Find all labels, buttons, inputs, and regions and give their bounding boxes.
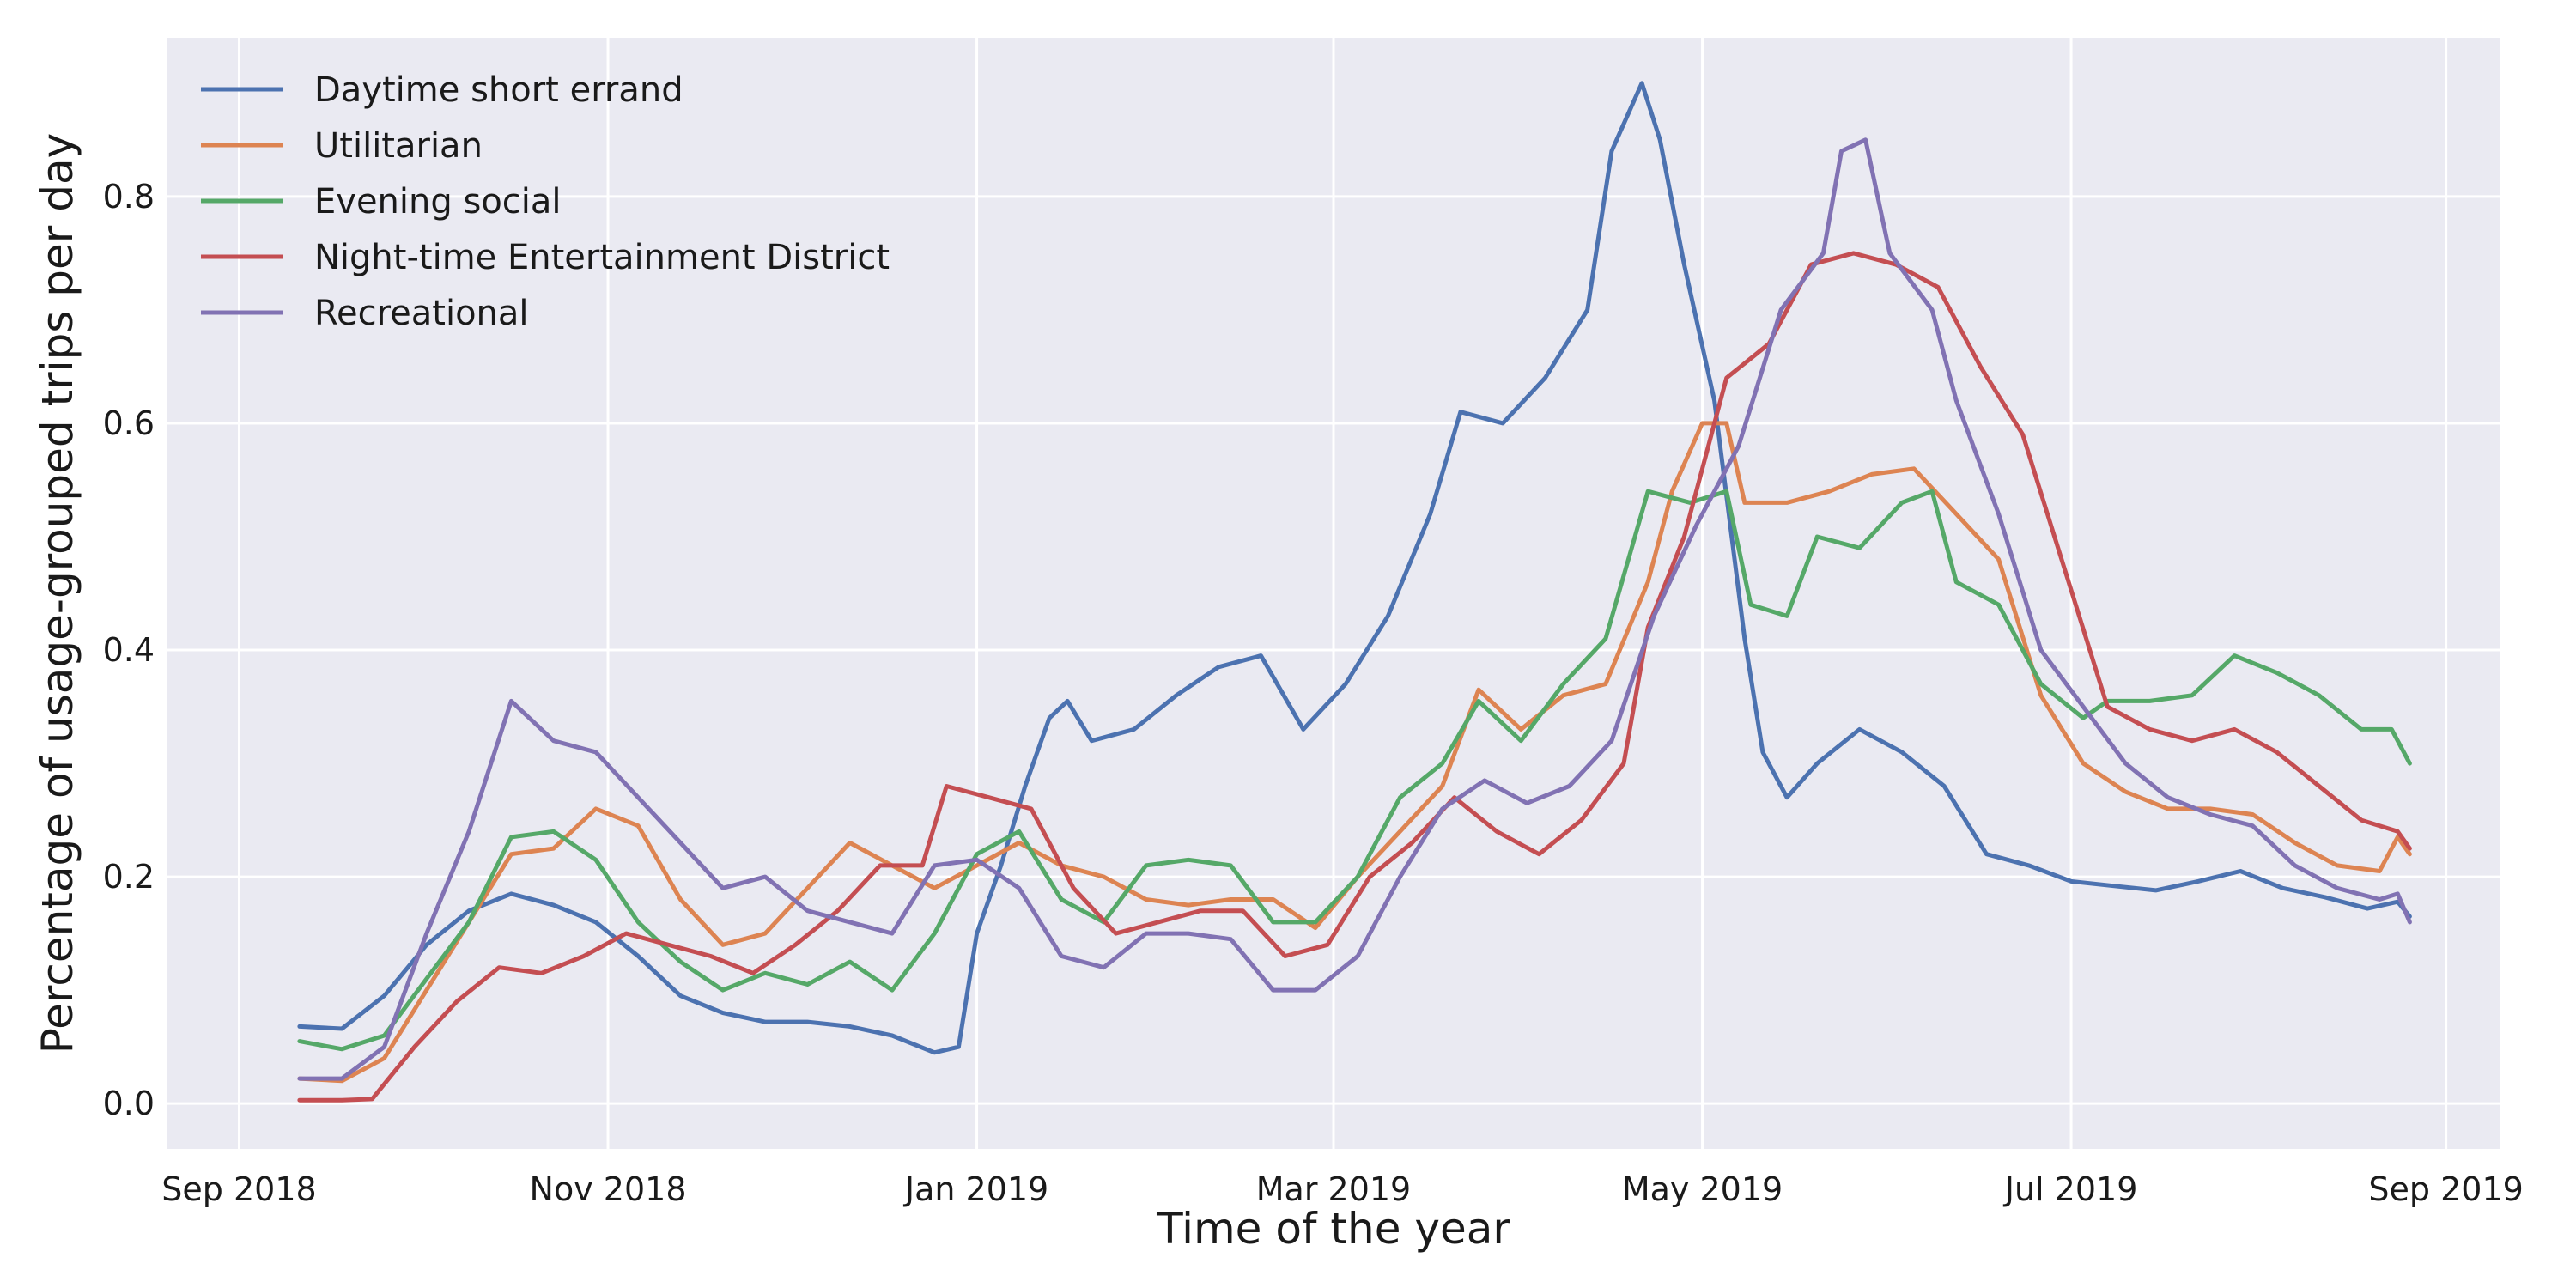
x-tick-label: Sep 2019	[2368, 1170, 2523, 1208]
x-tick-label: Mar 2019	[1256, 1170, 1411, 1208]
legend-label: Evening social	[314, 182, 562, 222]
y-tick-label: 0.8	[103, 178, 155, 216]
legend-label: Daytime short errand	[314, 70, 683, 110]
series-line-1	[297, 421, 2412, 1084]
x-tick-label: May 2019	[1622, 1170, 1783, 1208]
legend-label: Recreational	[314, 294, 529, 333]
y-tick-label: 0.4	[103, 631, 155, 669]
x-tick-label: Sep 2018	[161, 1170, 316, 1208]
legend: Daytime short errand Utilitarian Evening s…	[201, 70, 890, 333]
y-tick-label: 0.0	[103, 1084, 155, 1122]
y-tick-label: 0.2	[103, 858, 155, 896]
x-axis-title: Time of the year	[1156, 1204, 1510, 1254]
gridlines	[167, 38, 2500, 1149]
series-line-4	[297, 137, 2412, 1081]
y-axis-title: Percentage of usage-grouped trips per da…	[33, 133, 82, 1054]
legend-label: Night-time Entertainment District	[314, 238, 890, 277]
x-tick-label: Jan 2019	[903, 1170, 1048, 1208]
series-line-0	[297, 81, 2412, 1055]
series-lines	[297, 81, 2412, 1103]
x-tick-label: Jul 2019	[2003, 1170, 2138, 1208]
x-tick-label: Nov 2018	[530, 1170, 687, 1208]
series-line-3	[297, 251, 2412, 1103]
y-tick-label: 0.6	[103, 404, 155, 442]
legend-label: Utilitarian	[314, 126, 483, 166]
x-axis-ticks: Sep 2018 Nov 2018 Jan 2019 Mar 2019 May 2019…	[161, 1170, 2524, 1208]
y-axis-ticks: 0.0 0.2 0.4 0.6 0.8	[103, 178, 155, 1122]
